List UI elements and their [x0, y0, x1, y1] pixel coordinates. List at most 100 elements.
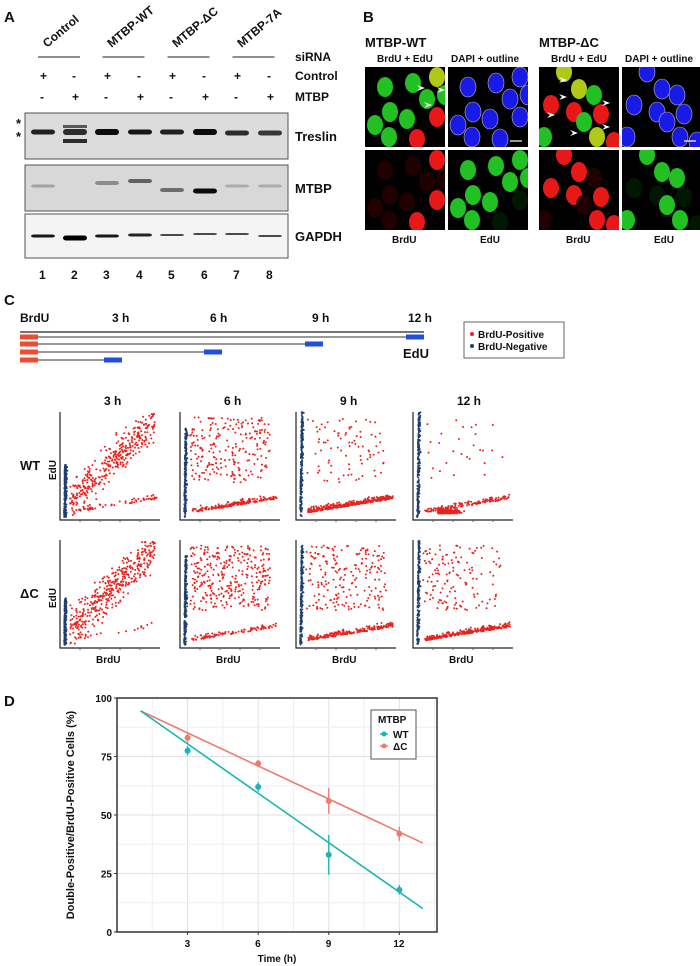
band — [225, 184, 249, 188]
brdu-positive-point — [390, 624, 393, 627]
brdu-positive-point — [254, 627, 257, 630]
brdu-positive-point — [253, 497, 256, 500]
brdu-positive-point — [461, 502, 464, 505]
brdu-positive-point — [227, 428, 230, 431]
brdu-positive-point — [214, 634, 217, 637]
brdu-positive-point — [204, 546, 207, 549]
brdu-negative-point — [418, 604, 421, 607]
asterisk: * — [16, 129, 22, 144]
brdu-positive-point — [86, 597, 89, 600]
group-label: MTBP-7A — [234, 5, 284, 50]
brdu-positive-point — [371, 497, 374, 500]
brdu-positive-point — [199, 557, 202, 560]
brdu-negative-point — [63, 631, 66, 634]
brdu-positive-point — [69, 497, 72, 500]
brdu-positive-point — [256, 442, 259, 445]
brdu-positive-point — [86, 481, 89, 484]
brdu-positive-point — [312, 505, 315, 508]
brdu-negative-point — [65, 606, 68, 609]
brdu-positive-point — [359, 549, 362, 552]
brdu-positive-point — [140, 445, 143, 448]
brdu-positive-point — [384, 494, 387, 497]
brdu-positive-point — [373, 550, 376, 553]
brdu-positive-point — [116, 453, 119, 456]
brdu-negative-point — [184, 564, 187, 567]
brdu-positive-point — [102, 611, 105, 614]
brdu-positive-point — [238, 585, 241, 588]
brdu-positive-point — [151, 555, 154, 558]
brdu-positive-point — [100, 603, 103, 606]
brdu-positive-point — [206, 594, 209, 597]
brdu-positive-point — [241, 551, 244, 554]
brdu-negative-point — [184, 512, 187, 515]
brdu-positive-point — [258, 499, 261, 502]
brdu-positive-point — [206, 551, 209, 554]
brdu-positive-point — [488, 496, 491, 499]
brdu-positive-point — [221, 604, 224, 607]
brdu-positive-point — [471, 503, 474, 506]
brdu-positive-point — [110, 597, 113, 600]
nucleus — [382, 102, 398, 122]
brdu-positive-point — [256, 567, 259, 570]
brdu-positive-point — [387, 624, 390, 627]
brdu-positive-point — [124, 457, 127, 460]
brdu-positive-point — [91, 480, 94, 483]
brdu-positive-point — [259, 447, 262, 450]
brdu-positive-point — [325, 508, 328, 511]
brdu-positive-point — [235, 423, 238, 426]
brdu-positive-point — [148, 414, 151, 417]
brdu-pulse — [20, 357, 38, 363]
brdu-positive-point — [83, 486, 86, 489]
brdu-positive-point — [343, 573, 346, 576]
brdu-positive-point — [86, 479, 89, 482]
brdu-negative-point — [299, 627, 302, 630]
brdu-positive-point — [460, 452, 463, 455]
brdu-positive-point — [345, 596, 348, 599]
lane-number: 3 — [103, 268, 110, 282]
brdu-positive-point — [120, 580, 123, 583]
brdu-positive-point — [117, 572, 120, 575]
brdu-negative-point — [184, 491, 187, 494]
brdu-positive-point — [375, 499, 378, 502]
brdu-negative-point — [183, 475, 186, 478]
brdu-negative-point — [185, 429, 188, 432]
brdu-positive-point — [253, 592, 256, 595]
brdu-positive-point — [328, 459, 331, 462]
brdu-positive-point — [126, 461, 129, 464]
brdu-positive-point — [364, 550, 367, 553]
brdu-positive-point — [377, 451, 380, 454]
brdu-positive-point — [354, 443, 357, 446]
brdu-positive-point — [345, 567, 348, 570]
brdu-positive-point — [150, 494, 153, 497]
brdu-positive-point — [207, 575, 210, 578]
brdu-positive-point — [237, 466, 240, 469]
brdu-positive-point — [307, 507, 310, 510]
brdu-positive-point — [255, 581, 258, 584]
brdu-positive-point — [210, 463, 213, 466]
brdu-positive-point — [146, 623, 149, 626]
brdu-positive-point — [200, 634, 203, 637]
brdu-positive-point — [225, 562, 228, 565]
brdu-positive-point — [229, 424, 232, 427]
brdu-positive-point — [139, 437, 142, 440]
brdu-positive-point — [212, 568, 215, 571]
brdu-positive-point — [342, 590, 345, 593]
brdu-positive-point — [246, 562, 249, 565]
nucleus — [668, 84, 686, 106]
brdu-positive-point — [378, 578, 381, 581]
x-axis-label: BrdU — [216, 655, 240, 666]
brdu-positive-point — [320, 546, 323, 549]
nucleus — [671, 126, 689, 147]
brdu-positive-point — [308, 604, 311, 607]
nucleus — [556, 67, 572, 82]
brdu-positive-point — [359, 455, 362, 458]
brdu-positive-point — [216, 558, 219, 561]
brdu-positive-point — [380, 625, 383, 628]
brdu-positive-point — [93, 600, 96, 603]
brdu-positive-point — [326, 546, 329, 549]
brdu-positive-point — [261, 624, 264, 627]
brdu-positive-point — [215, 466, 218, 469]
brdu-negative-point — [301, 545, 304, 548]
brdu-positive-point — [93, 484, 96, 487]
brdu-positive-point — [347, 463, 350, 466]
